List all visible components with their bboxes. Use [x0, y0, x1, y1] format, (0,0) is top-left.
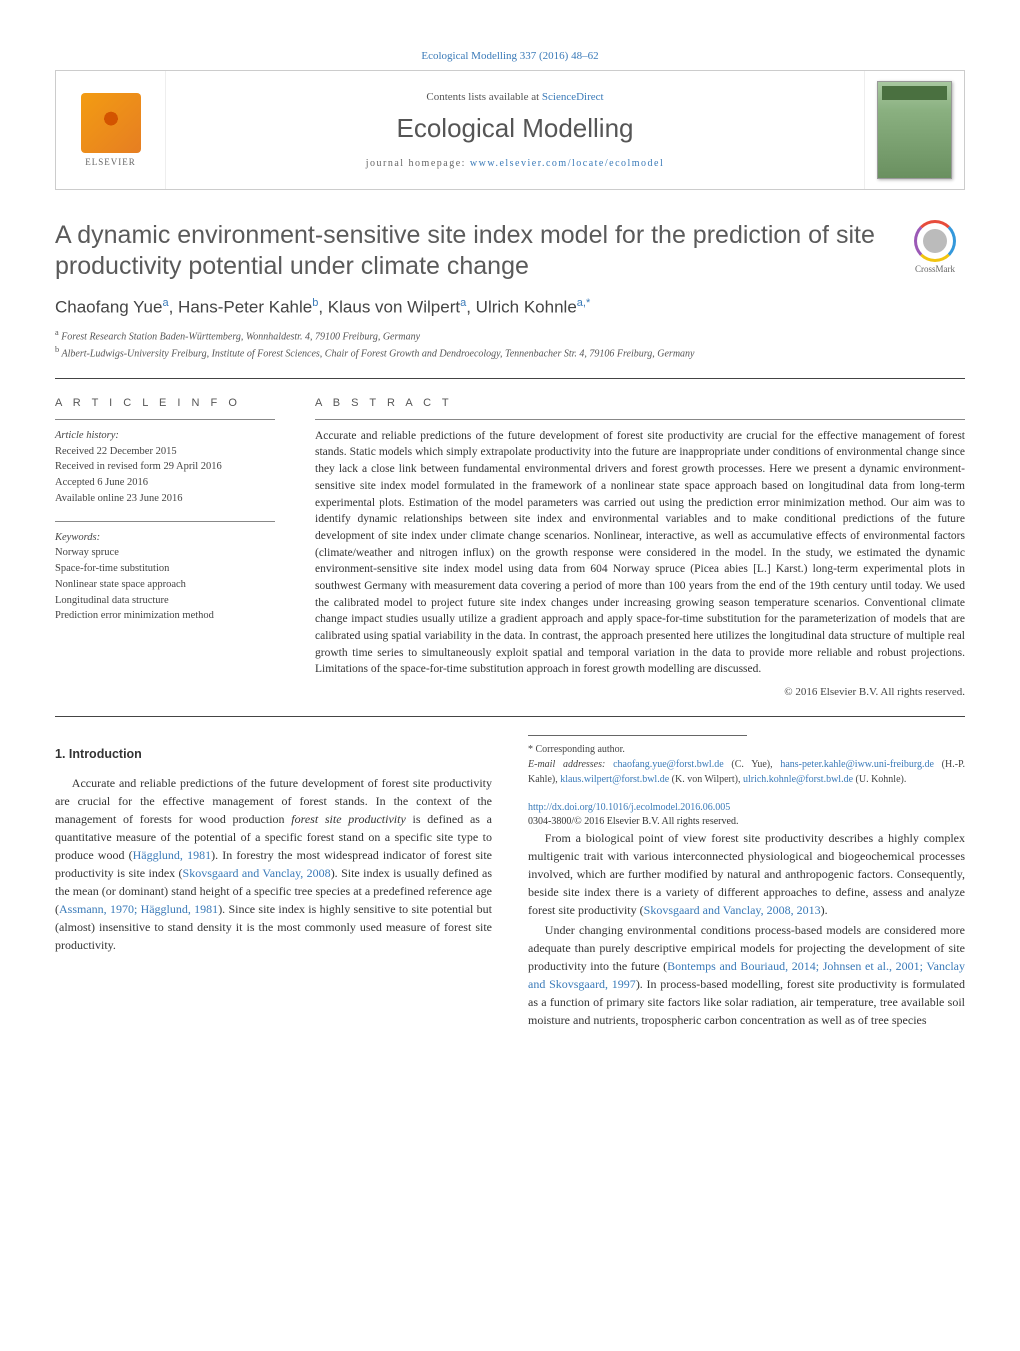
elsevier-logo[interactable]: ELSEVIER	[71, 85, 151, 175]
abstract: a b s t r a c t Accurate and reliable pr…	[315, 397, 965, 698]
email-person: (C. Yue),	[724, 759, 781, 770]
affiliations: a Forest Research Station Baden-Württemb…	[55, 327, 965, 362]
email-person: (K. von Wilpert),	[669, 774, 743, 785]
p2-span-b: ).	[821, 903, 828, 917]
corresponding-author-note: * Corresponding author.	[528, 742, 965, 757]
body-paragraph-3: Under changing environmental conditions …	[528, 921, 965, 1029]
doi-link[interactable]: http://dx.doi.org/10.1016/j.ecolmodel.20…	[528, 802, 730, 813]
rule-top	[55, 378, 965, 379]
journal-header: ELSEVIER Contents lists available at Sci…	[55, 70, 965, 190]
crossmark-label: CrossMark	[915, 264, 955, 274]
keyword: Norway spruce	[55, 545, 275, 561]
body-columns: 1. Introduction Accurate and reliable pr…	[55, 735, 965, 1029]
article-title: A dynamic environment-sensitive site ind…	[55, 220, 885, 283]
abstract-heading: a b s t r a c t	[315, 397, 965, 409]
sciencedirect-link[interactable]: ScienceDirect	[542, 91, 604, 103]
page: Ecological Modelling 337 (2016) 48–62 EL…	[0, 0, 1020, 1069]
author-list: Chaofang Yuea, Hans-Peter Kahleb, Klaus …	[55, 297, 965, 318]
email-link[interactable]: ulrich.kohnle@forst.bwl.de	[743, 774, 853, 785]
keyword: Prediction error minimization method	[55, 608, 275, 624]
keyword: Space-for-time substitution	[55, 561, 275, 577]
journal-reference: Ecological Modelling 337 (2016) 48–62	[55, 50, 965, 62]
doi-block: http://dx.doi.org/10.1016/j.ecolmodel.20…	[528, 801, 965, 829]
journal-header-center: Contents lists available at ScienceDirec…	[166, 71, 864, 189]
info-abstract-row: a r t i c l e i n f o Article history: R…	[55, 397, 965, 698]
cover-cell	[864, 71, 964, 189]
email-link[interactable]: klaus.wilpert@forst.bwl.de	[560, 774, 669, 785]
article-info: a r t i c l e i n f o Article history: R…	[55, 397, 275, 698]
email-label: E-mail addresses:	[528, 759, 605, 770]
journal-title: Ecological Modelling	[396, 113, 633, 144]
ref-skovsgaard-2008-2013[interactable]: Skovsgaard and Vanclay, 2008, 2013	[644, 903, 821, 917]
elsevier-tree-icon	[81, 93, 141, 153]
ref-hagglund-1981[interactable]: Hägglund, 1981	[133, 848, 211, 862]
section-heading: 1. Introduction	[55, 745, 492, 764]
contents-line: Contents lists available at ScienceDirec…	[426, 91, 603, 103]
email-link[interactable]: chaofang.yue@forst.bwl.de	[613, 759, 724, 770]
info-rule-2	[55, 521, 275, 522]
abstract-rule	[315, 419, 965, 420]
crossmark-badge[interactable]: CrossMark	[905, 220, 965, 274]
section-title: Introduction	[69, 747, 142, 761]
footnotes: * Corresponding author. E-mail addresses…	[528, 742, 965, 787]
journal-cover-thumbnail[interactable]	[877, 81, 952, 179]
affiliation: a Forest Research Station Baden-Württemb…	[55, 327, 965, 344]
info-rule-1	[55, 419, 275, 420]
publisher-name: ELSEVIER	[85, 157, 136, 167]
abstract-copyright: © 2016 Elsevier B.V. All rights reserved…	[315, 686, 965, 698]
body-paragraph-1: Accurate and reliable predictions of the…	[55, 774, 492, 954]
publisher-logo-cell: ELSEVIER	[56, 71, 166, 189]
keyword: Nonlinear state space approach	[55, 577, 275, 593]
history-line: Received in revised form 29 April 2016	[55, 459, 275, 475]
history-label: Article history:	[55, 428, 275, 444]
email-addresses: E-mail addresses: chaofang.yue@forst.bwl…	[528, 757, 965, 787]
ref-assmann-hagglund[interactable]: Assmann, 1970; Hägglund, 1981	[59, 902, 218, 916]
email-link[interactable]: hans-peter.kahle@iww.uni-freiburg.de	[780, 759, 934, 770]
email-person: (U. Kohnle).	[853, 774, 906, 785]
homepage-line: journal homepage: www.elsevier.com/locat…	[366, 158, 665, 169]
issn-copyright: 0304-3800/© 2016 Elsevier B.V. All right…	[528, 816, 738, 827]
abstract-text: Accurate and reliable predictions of the…	[315, 428, 965, 678]
homepage-prefix: journal homepage:	[366, 158, 470, 169]
title-row: A dynamic environment-sensitive site ind…	[55, 220, 965, 283]
p1-term-italic: forest site productivity	[291, 812, 406, 826]
history-line: Available online 23 June 2016	[55, 491, 275, 507]
keyword: Longitudinal data structure	[55, 593, 275, 609]
ref-skovsgaard-2008[interactable]: Skovsgaard and Vanclay, 2008	[183, 866, 331, 880]
section-number: 1.	[55, 747, 65, 761]
rule-bottom	[55, 716, 965, 717]
article-info-heading: a r t i c l e i n f o	[55, 397, 275, 409]
journal-homepage-link[interactable]: www.elsevier.com/locate/ecolmodel	[470, 158, 664, 169]
footnote-separator	[528, 735, 747, 736]
contents-prefix: Contents lists available at	[426, 91, 541, 103]
article-history: Article history: Received 22 December 20…	[55, 428, 275, 507]
keywords-block: Keywords: Norway spruceSpace-for-time su…	[55, 530, 275, 625]
body-paragraph-2: From a biological point of view forest s…	[528, 829, 965, 919]
affiliation: b Albert-Ludwigs-University Freiburg, In…	[55, 344, 965, 361]
keywords-label: Keywords:	[55, 530, 275, 546]
crossmark-icon	[914, 220, 956, 262]
history-line: Accepted 6 June 2016	[55, 475, 275, 491]
history-line: Received 22 December 2015	[55, 444, 275, 460]
